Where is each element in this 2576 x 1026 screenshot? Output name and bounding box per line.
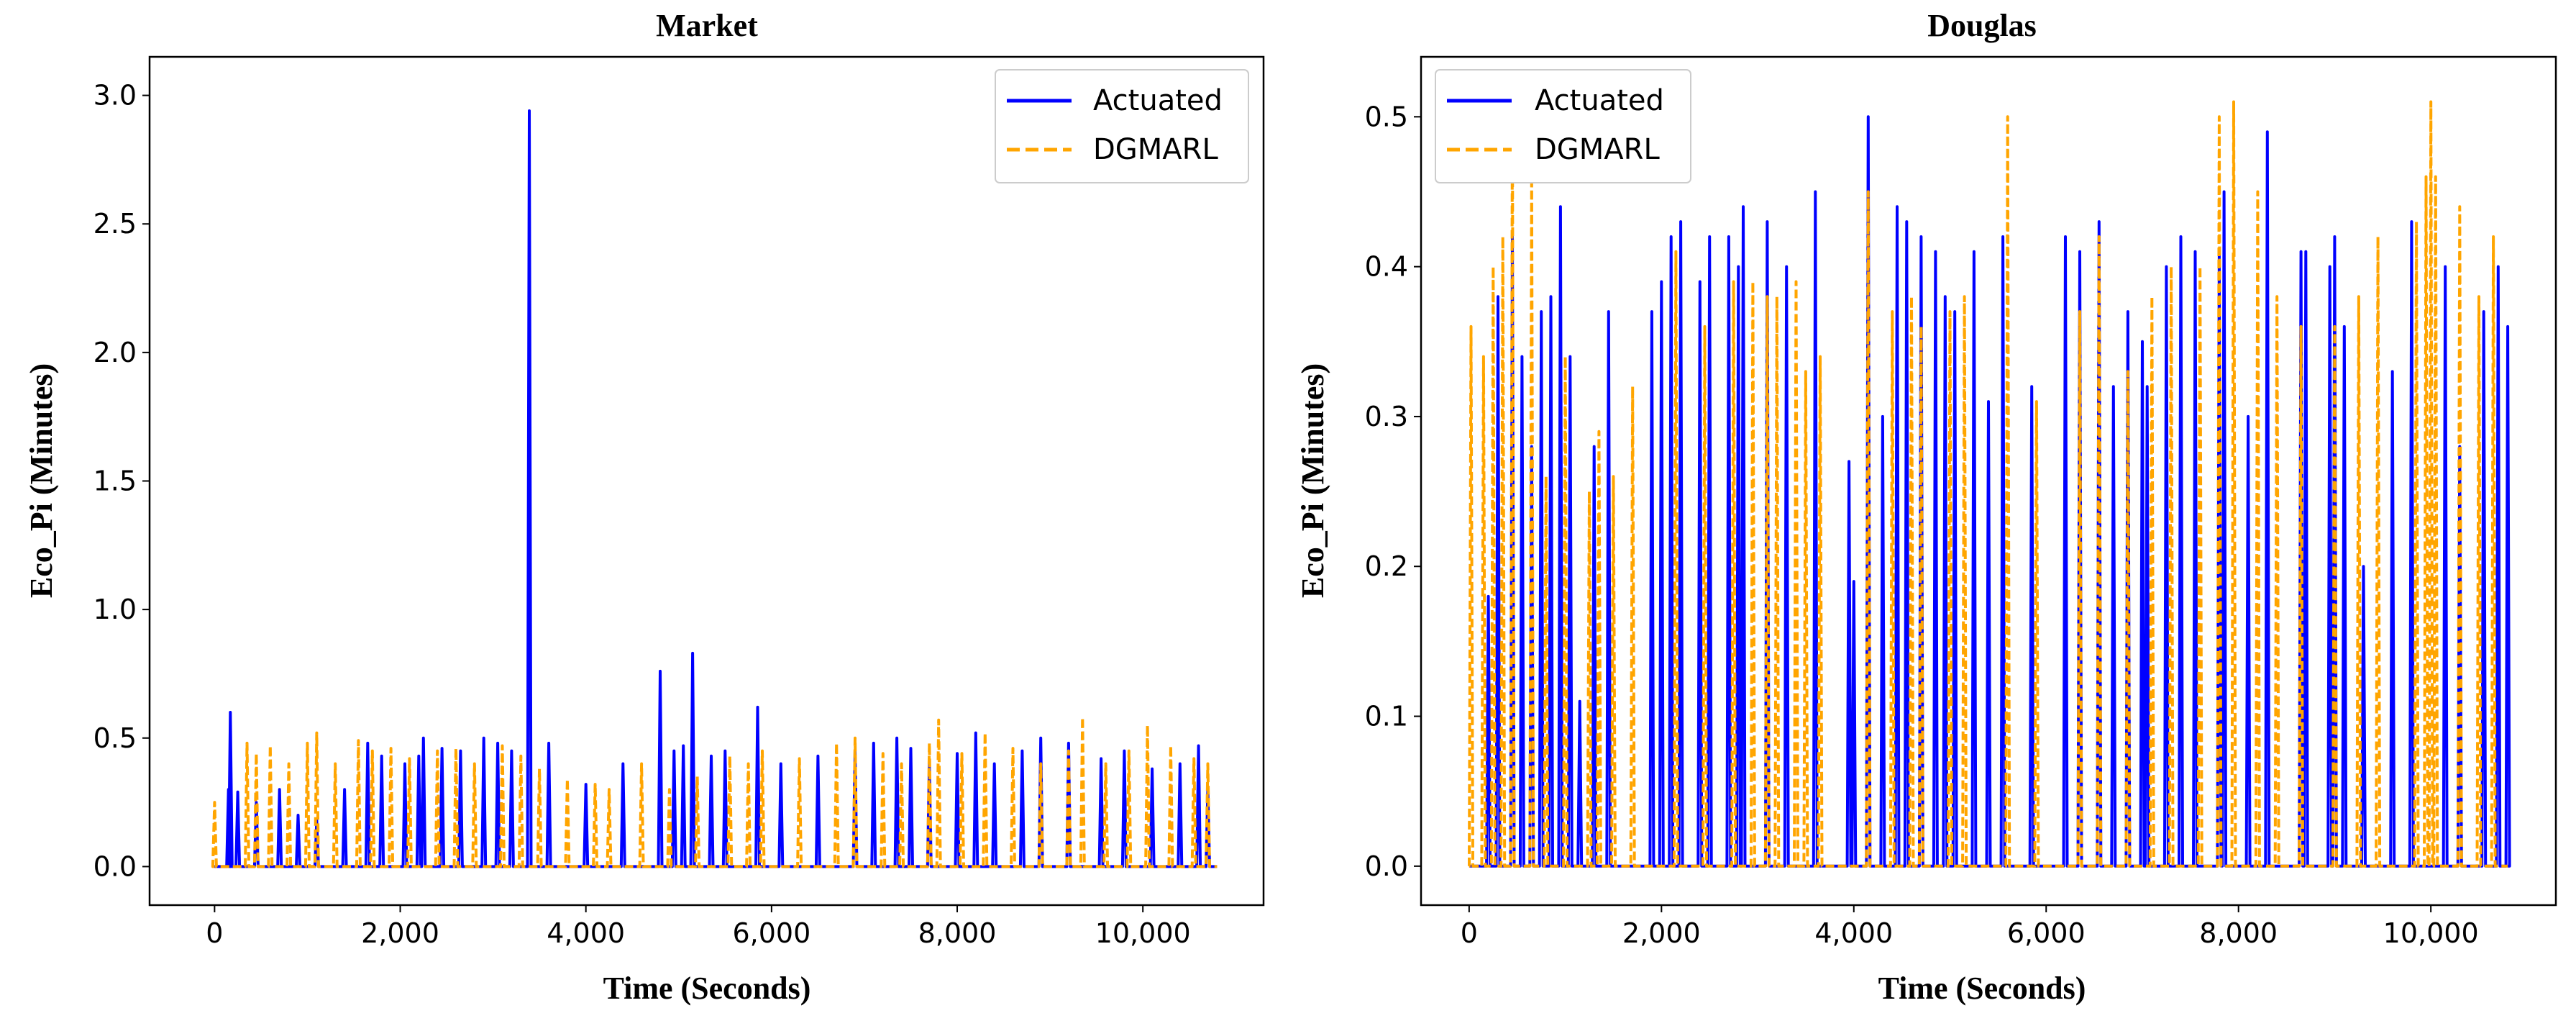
market-chart-title: Market — [656, 8, 758, 43]
douglas-y-tick-label: 0.0 — [1365, 850, 1408, 882]
market-y-tick-label: 0.0 — [93, 850, 137, 882]
douglas-legend: Actuated DGMARL — [1435, 69, 1691, 183]
douglas-x-tick-label: 6,000 — [2007, 917, 2086, 949]
market-legend-dgmarl-label: DGMARL — [1093, 133, 1218, 166]
market-x-tick-label: 10,000 — [1095, 917, 1191, 949]
douglas-x-tick-label: 8,000 — [2199, 917, 2278, 949]
douglas-x-tick-label: 2,000 — [1622, 917, 1701, 949]
douglas-plot-area — [1420, 55, 2557, 907]
douglas-x-axis-label: Time (Seconds) — [1878, 971, 2086, 1006]
market-y-tick-label: 0.5 — [93, 722, 137, 754]
douglas-chart-panel: Douglas 0 2,000 4,000 6,000 8,000 10,000 0.0 0.… — [1295, 8, 2557, 1006]
douglas-series-actuated-line — [1469, 115, 2511, 868]
market-y-tick-label: 3.0 — [93, 80, 137, 112]
douglas-y-tick-label: 0.1 — [1365, 701, 1408, 732]
market-y-tick-label: 1.5 — [93, 466, 137, 497]
douglas-x-tick-label: 4,000 — [1814, 917, 1893, 949]
douglas-y-tick-label: 0.3 — [1365, 401, 1408, 432]
market-x-tick-label: 8,000 — [918, 917, 997, 949]
market-legend-box — [995, 69, 1249, 183]
market-x-axis-label: Time (Seconds) — [603, 971, 811, 1006]
douglas-y-tick-label: 0.5 — [1365, 101, 1408, 132]
douglas-x-tick-label: 0 — [1461, 917, 1478, 949]
market-x-tick-label: 0 — [206, 917, 223, 949]
douglas-y-axis-label: Eco_Pi (Minutes) — [1295, 363, 1330, 598]
market-x-tick-label: 6,000 — [732, 917, 810, 949]
market-y-tick-label: 2.0 — [93, 337, 137, 368]
market-y-tick-label: 2.5 — [93, 208, 137, 240]
douglas-ticks: 0 2,000 4,000 6,000 8,000 10,000 0.0 0.1 0.2 0.3 0… — [1365, 101, 2479, 949]
douglas-legend-actuated-label: Actuated — [1535, 84, 1664, 117]
market-x-tick-label: 2,000 — [361, 917, 439, 949]
douglas-x-tick-label: 10,000 — [2383, 917, 2479, 949]
market-series-lines — [211, 109, 1218, 868]
market-series-actuated-line — [214, 109, 1218, 868]
douglas-legend-dgmarl-label: DGMARL — [1535, 133, 1660, 166]
market-y-tick-label: 1.0 — [93, 594, 137, 625]
douglas-y-tick-label: 0.2 — [1365, 550, 1408, 582]
douglas-legend-box — [1435, 69, 1691, 183]
market-series-dgmarl-line — [211, 716, 1218, 868]
market-legend-actuated-label: Actuated — [1093, 84, 1223, 117]
douglas-series-dgmarl-line — [1468, 100, 2508, 868]
market-legend: Actuated DGMARL — [995, 69, 1249, 183]
douglas-chart-title: Douglas — [1927, 8, 2037, 43]
market-chart-panel: Market 0 2,000 4,000 6,000 8,000 10,000 0.0 0.5… — [24, 8, 1265, 1006]
douglas-series-lines — [1468, 100, 2511, 868]
market-x-tick-label: 4,000 — [547, 917, 625, 949]
market-ticks: 0 2,000 4,000 6,000 8,000 10,000 0.0 0.5 1.0 1.5 2… — [93, 80, 1191, 949]
douglas-y-tick-label: 0.4 — [1365, 251, 1408, 283]
market-y-axis-label: Eco_Pi (Minutes) — [24, 363, 59, 598]
